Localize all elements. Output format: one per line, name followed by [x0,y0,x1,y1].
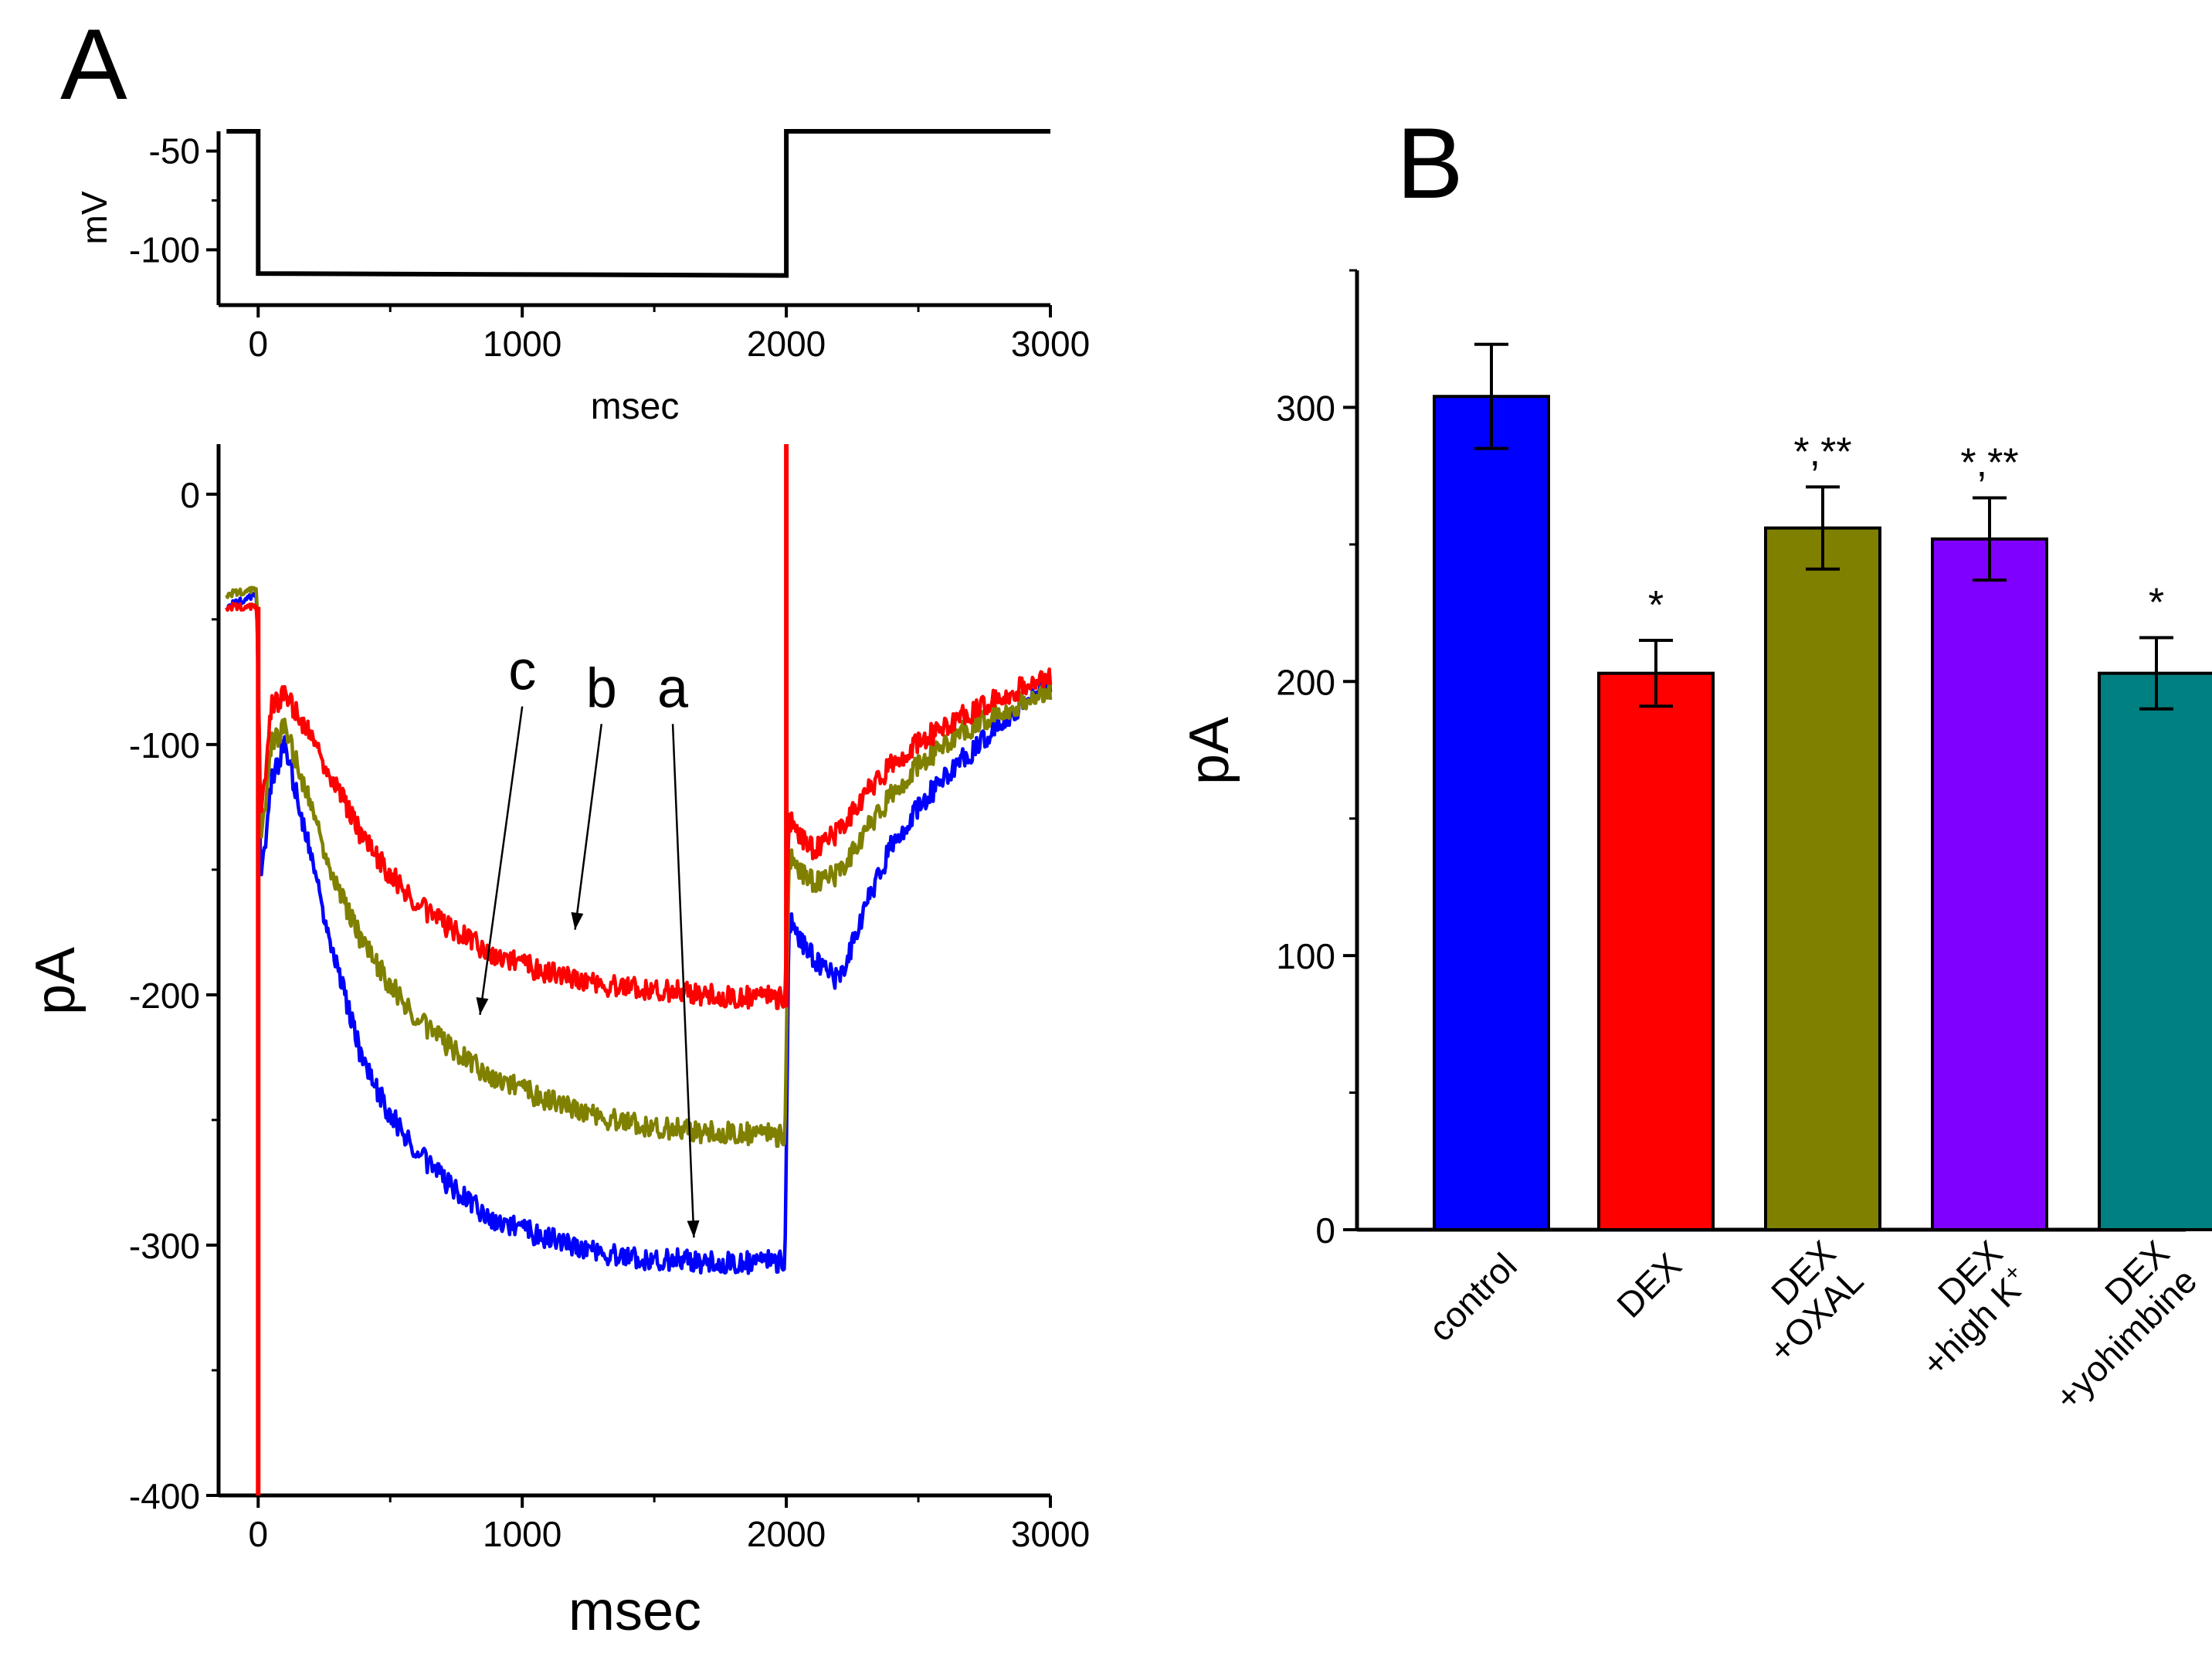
category-label: DEX+OXAL [1733,1233,1871,1370]
y-tick-label: 200 [1276,662,1335,702]
bar [1433,395,1550,1232]
category-label-line: DEX [1609,1245,1689,1325]
bar [1931,537,2048,1231]
y-tick-label: -400 [129,1476,200,1516]
y-axis-title: pA [1179,717,1240,785]
trace-label-a: a [657,657,689,719]
annotation-arrow-line [479,706,524,1015]
significance-label: * [1648,583,1664,628]
y-tick-label: 0 [180,475,200,515]
x-tick-label: 2000 [747,1514,826,1554]
panel-label-b: B [1396,107,1464,219]
y-tick-label: 300 [1276,388,1335,428]
annotation-arrow-head [476,996,489,1015]
bar [1764,526,1881,1231]
current-traces-chart: 0 -100 -200 -300 -400 0 1000 2000 3000 pA msec c b a [25,444,1090,1642]
y-axis-title: mV [74,191,114,244]
y-tick-label: -200 [129,976,200,1016]
trace-b [225,602,1053,1010]
x-axis-title: msec [591,386,680,427]
bar [2098,671,2212,1231]
x-axis-title: msec [568,1580,701,1642]
bar [1597,671,1715,1231]
trace-label-b: b [586,657,617,719]
annotation-arrow-line [574,724,603,930]
trace-label-c: c [508,640,536,702]
y-tick-label: -100 [129,725,200,765]
significance-label: *,** [1793,429,1851,474]
panel-label-a: A [60,8,127,120]
y-tick-label: -300 [129,1226,200,1266]
significance-label: * [2149,581,2164,626]
category-label: DEX+yohimbine [2020,1233,2205,1418]
voltage-protocol-chart: -50 -100 0 1000 2000 3000 mV msec [74,129,1090,427]
voltage-trace [226,129,1050,278]
significance-label: *,** [1960,441,2018,486]
annotation-arrow-head [687,1220,700,1238]
summary-bar-chart: 0 100 200 300 pA control * DEX *,** DEX+OXAL *,** D… [1179,269,2212,1418]
x-tick-label: 0 [248,1514,268,1554]
trace-a [225,592,1053,1275]
x-tick-label: 1000 [483,1514,561,1554]
annotation-arrow-line [671,724,695,1238]
trace-c [225,586,1053,1148]
category-label: DEX+high K+ [1886,1233,2037,1384]
x-tick-label: 3000 [1011,324,1090,364]
category-label-line: control [1420,1245,1524,1349]
category-label: DEX [1609,1245,1689,1325]
y-tick-label: 100 [1276,936,1335,976]
category-label: control [1420,1245,1524,1349]
x-tick-label: 0 [248,324,268,364]
x-tick-label: 3000 [1011,1514,1090,1554]
y-tick-label: -50 [149,131,200,171]
annotation-arrow-head [571,911,584,930]
y-axis-title: pA [25,947,87,1015]
x-tick-label: 2000 [747,324,826,364]
y-tick-label: -100 [129,229,200,270]
y-tick-label: 0 [1315,1210,1335,1251]
x-tick-label: 1000 [483,324,561,364]
